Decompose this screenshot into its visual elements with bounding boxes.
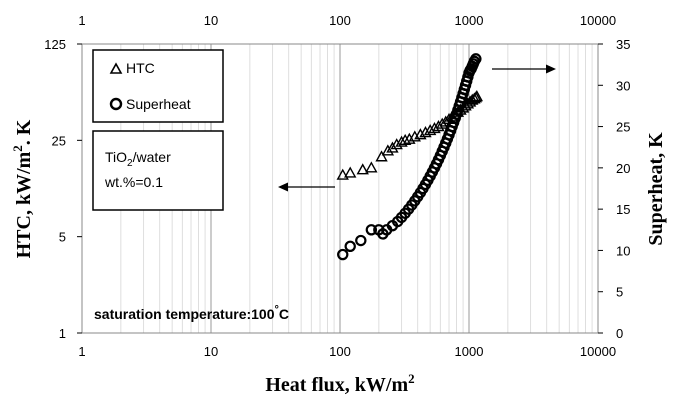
legend-superheat-label: Superheat [126,96,191,112]
y-left-title-suffix: . K [13,119,35,145]
x-axis-bottom: 1 10 100 1000 10000 [78,344,616,359]
superheat-series [337,53,482,261]
y-right-tick-label: 5 [616,285,623,300]
x-top-tick-label: 100 [329,13,351,28]
info-line-2: wt.%=0.1 [104,174,163,190]
legend: HTC Superheat [92,49,224,123]
htc-series [336,90,484,180]
info-water: /water [133,149,171,165]
htc-point [344,166,357,178]
htc-point [419,126,432,138]
note-degree: ° [275,304,279,316]
y-left-tick-label: 125 [44,37,66,52]
legend-triangle-icon [109,62,123,74]
superheat-point [365,224,378,236]
y-axis-right: 0 5 10 15 20 25 30 35 [598,37,630,341]
legend-htc-label: HTC [126,60,155,76]
y-right-tick-label: 35 [616,37,630,52]
y-right-tick-label: 30 [616,78,630,93]
y-left-title-sup: 2 [10,145,25,152]
htc-point [381,144,395,156]
x-top-tick-label: 1 [78,13,85,28]
y-left-axis-title: HTC, kW/m2. K [10,119,35,258]
superheat-point [470,53,482,65]
y-right-tick-label: 25 [616,120,630,135]
info-sub: 2 [127,158,133,169]
htc-point [336,168,349,180]
htc-point [390,138,403,150]
x-axis-top: 1 10 100 1000 10000 [78,13,616,28]
plot-area-border [81,43,599,334]
superheat-point [355,234,367,247]
note-text: saturation temperature:100 [94,306,275,322]
y-left-tick-label: 25 [52,133,66,148]
y-right-tick-label: 0 [616,326,623,341]
x-tick-label: 100 [329,344,351,359]
legend-circle-icon [109,97,123,111]
htc-point [403,132,416,144]
y-axis-left: 1 5 25 125 [44,37,82,341]
htc-point [375,150,388,162]
info-box: TiO2/water wt.%=0.1 [92,130,224,211]
htc-point [423,123,437,136]
y-right-tick-label: 20 [616,161,630,176]
y-right-axis-title: Superheat, K [645,132,667,246]
info-line-1: TiO2/water [105,149,171,169]
superheat-point [337,248,349,261]
htc-point [365,161,378,173]
x-top-tick-label: 10 [204,13,218,28]
htc-point [398,133,412,146]
x-top-tick-label: 1000 [455,13,484,28]
arrow-htc-left [278,182,335,192]
saturation-note: saturation temperature:100°C [94,304,289,322]
htc-point [356,163,369,175]
info-tio: TiO [105,149,127,165]
arrow-superheat-right [492,64,556,74]
y-right-tick-label: 10 [616,243,630,258]
htc-point [395,135,408,147]
x-tick-label: 1000 [455,344,484,359]
superheat-point [344,240,356,252]
x-title-text: Heat flux, kW/m [265,374,408,396]
y-left-title-text: HTC, kW/m [13,151,35,258]
htc-point [470,90,484,102]
y-left-tick-label: 1 [59,326,66,341]
x-top-tick-label: 10000 [580,13,616,28]
note-unit: C [279,306,289,322]
htc-point [468,92,481,104]
x-title-sup: 2 [408,371,415,386]
htc-point [386,141,399,153]
x-tick-label: 10000 [580,344,616,359]
x-tick-label: 10 [204,344,218,359]
x-axis-title: Heat flux, kW/m2 [265,371,414,396]
htc-point [466,93,479,105]
y-left-tick-label: 5 [59,230,66,245]
y-right-tick-label: 15 [616,202,630,217]
x-tick-label: 1 [78,344,85,359]
htc-point [414,128,427,140]
